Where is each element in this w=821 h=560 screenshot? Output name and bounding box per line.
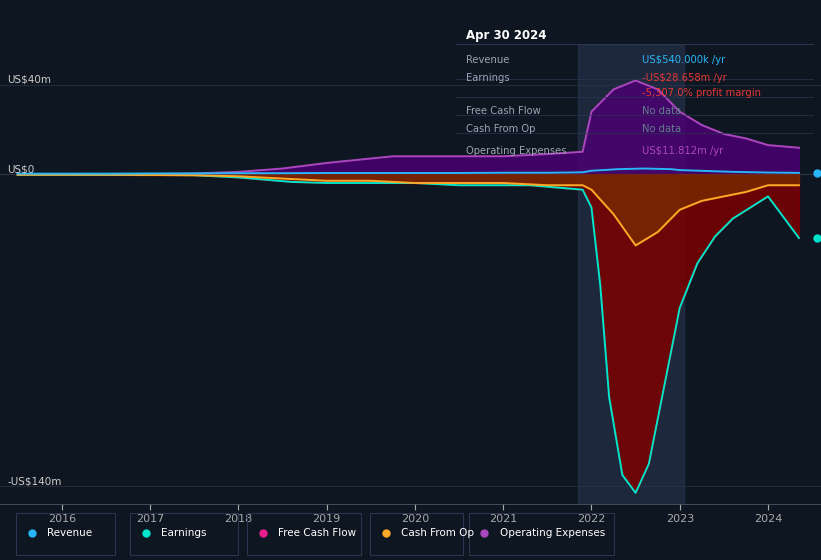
Text: Free Cash Flow: Free Cash Flow bbox=[466, 106, 541, 116]
Text: US$11.812m /yr: US$11.812m /yr bbox=[642, 146, 723, 156]
Text: -5,307.0% profit margin: -5,307.0% profit margin bbox=[642, 88, 761, 98]
Text: Free Cash Flow: Free Cash Flow bbox=[278, 529, 356, 538]
Text: -US$140m: -US$140m bbox=[7, 476, 62, 486]
Text: Cash From Op: Cash From Op bbox=[401, 529, 475, 538]
Text: US$540.000k /yr: US$540.000k /yr bbox=[642, 55, 726, 65]
Text: Cash From Op: Cash From Op bbox=[466, 124, 536, 134]
Text: Revenue: Revenue bbox=[466, 55, 510, 65]
Text: Operating Expenses: Operating Expenses bbox=[500, 529, 605, 538]
Text: No data: No data bbox=[642, 124, 681, 134]
Text: US$40m: US$40m bbox=[7, 75, 51, 85]
Text: US$0: US$0 bbox=[7, 164, 34, 174]
Text: Earnings: Earnings bbox=[466, 73, 510, 83]
Text: Operating Expenses: Operating Expenses bbox=[466, 146, 567, 156]
Text: Revenue: Revenue bbox=[48, 529, 92, 538]
Text: Apr 30 2024: Apr 30 2024 bbox=[466, 29, 547, 42]
Text: -US$28.658m /yr: -US$28.658m /yr bbox=[642, 73, 727, 83]
Text: Earnings: Earnings bbox=[161, 529, 207, 538]
Bar bbox=[578, 45, 684, 504]
Text: No data: No data bbox=[642, 106, 681, 116]
